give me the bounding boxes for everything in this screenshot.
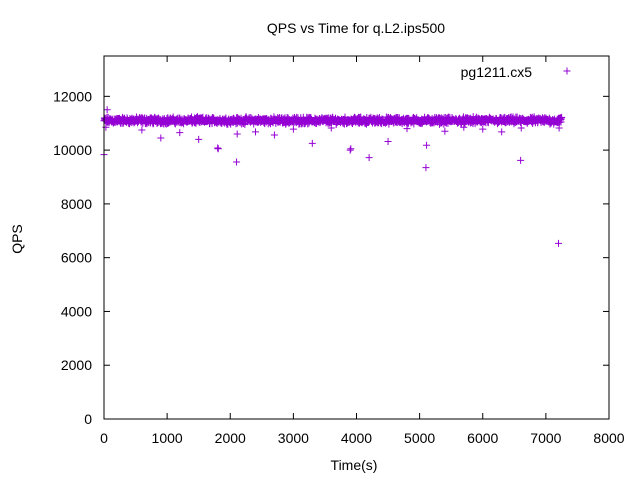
data-point (517, 156, 525, 164)
x-axis-label: Time(s) (331, 457, 378, 473)
data-point (423, 141, 431, 149)
data-point (289, 125, 297, 133)
data-point (252, 128, 259, 136)
x-tick-label: 1000 (152, 430, 183, 446)
legend-marker (563, 67, 571, 75)
data-point (557, 115, 565, 123)
legend-label: pg1211.cx5 (461, 64, 533, 80)
data-point (346, 146, 354, 154)
x-axis: 0 1000 2000 3000 4000 5000 6000 7000 8000 (100, 56, 625, 446)
data-point (103, 106, 111, 114)
data-point (555, 239, 562, 247)
x-tick-label: 8000 (593, 430, 624, 446)
y-tick-label: 2000 (61, 357, 92, 373)
data-point (441, 127, 449, 135)
data-point (403, 125, 411, 133)
y-tick-label: 4000 (61, 303, 92, 319)
data-point (157, 134, 165, 142)
x-tick-label: 0 (100, 430, 108, 446)
data-point (479, 125, 487, 133)
x-tick-label: 7000 (530, 430, 561, 446)
x-tick-label: 2000 (215, 430, 246, 446)
data-point (214, 144, 222, 152)
data-point (558, 113, 566, 121)
y-tick-label: 8000 (61, 196, 92, 212)
y-tick-label: 0 (84, 411, 92, 427)
data-point (176, 129, 184, 137)
data-points (100, 106, 566, 247)
data-point (365, 154, 373, 162)
data-point (214, 145, 222, 153)
data-point (233, 130, 241, 138)
x-tick-label: 6000 (467, 430, 498, 446)
data-point (384, 138, 392, 146)
y-tick-label: 6000 (61, 250, 92, 266)
data-point (270, 131, 278, 139)
data-point (555, 124, 563, 132)
plot-frame (103, 55, 610, 420)
data-point (138, 126, 146, 134)
data-point (347, 145, 355, 153)
legend-marker-plus (563, 67, 571, 75)
data-point (460, 123, 468, 131)
data-point (327, 124, 335, 132)
y-axis: 0 2000 4000 6000 8000 10000 12000 (53, 88, 609, 427)
x-tick-label: 5000 (404, 430, 435, 446)
x-tick-label: 3000 (278, 430, 309, 446)
data-point (422, 164, 430, 172)
y-axis-label: QPS (9, 224, 25, 254)
data-point (195, 135, 203, 143)
y-tick-label: 10000 (53, 142, 92, 158)
legend: pg1211.cx5 (461, 64, 571, 80)
data-point (517, 124, 525, 132)
data-point (102, 123, 110, 131)
data-point (498, 128, 506, 136)
y-tick-label: 12000 (53, 88, 92, 104)
data-point (308, 139, 316, 147)
data-point (233, 158, 241, 166)
chart-title: QPS vs Time for q.L2.ips500 (267, 20, 445, 36)
x-tick-label: 4000 (341, 430, 372, 446)
